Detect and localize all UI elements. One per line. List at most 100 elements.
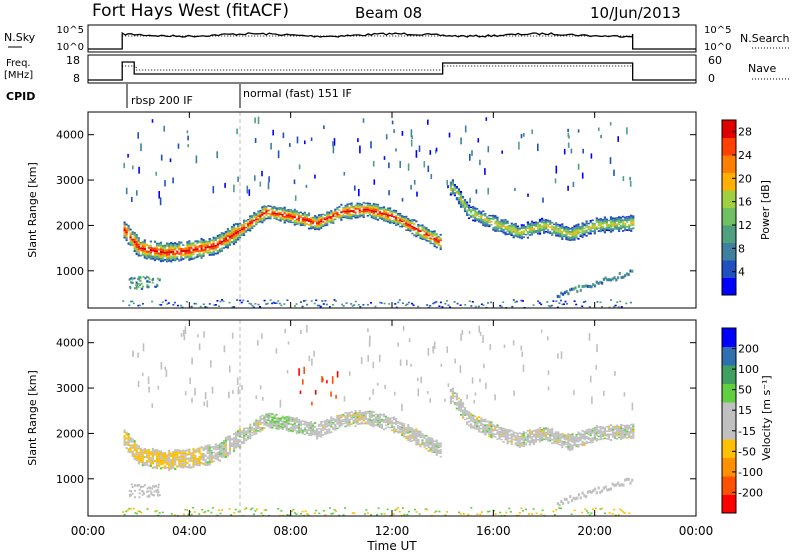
- echo-cell: [530, 436, 533, 438]
- echo-cell: [431, 232, 434, 234]
- echo-cell: [613, 217, 617, 219]
- echo-cell: [587, 225, 590, 228]
- near-range-cell: [374, 305, 377, 308]
- echo-cell: [273, 212, 276, 214]
- echo-cell: [437, 449, 440, 452]
- echo-cell: [532, 443, 536, 445]
- echo-cell: [632, 222, 635, 224]
- scatter-cell: [372, 389, 374, 395]
- echo-cell: [423, 442, 426, 444]
- echo-cell: [143, 239, 146, 242]
- echo-cell: [271, 206, 274, 208]
- scatter-cell: [567, 185, 569, 191]
- echo-cell: [480, 424, 483, 427]
- scatter-cell: [393, 129, 395, 134]
- echo-cell: [496, 426, 499, 428]
- echo-cell: [557, 431, 560, 433]
- echo-cell: [435, 448, 438, 451]
- echo-cell: [368, 423, 371, 426]
- colorbar-swatch: [722, 277, 736, 296]
- echo-cell: [289, 220, 292, 222]
- echo-cell: [506, 438, 509, 441]
- echo-cell: [413, 435, 416, 437]
- echo-cell: [218, 248, 221, 251]
- echo-cell: [348, 212, 351, 214]
- echo-cell: [423, 229, 426, 231]
- echo-cell: [362, 207, 365, 209]
- echo-cell: [480, 219, 483, 221]
- echo-cell: [624, 433, 627, 436]
- echo-cell: [224, 453, 227, 456]
- echo-cell: [305, 223, 309, 225]
- echo-cell: [210, 457, 213, 460]
- echo-cell: [135, 238, 138, 241]
- echo-cell: [358, 212, 361, 215]
- echo-cell: [291, 423, 294, 426]
- echo-cell: [230, 234, 234, 237]
- echo-cell: [510, 429, 513, 432]
- echo-cell: [218, 459, 221, 462]
- echo-cell: [232, 445, 236, 448]
- near-range-cell: [594, 507, 597, 510]
- near-range-cell: [167, 302, 170, 304]
- power-panel-background: [88, 112, 696, 308]
- echo-cell: [508, 226, 511, 229]
- near-range-cell: [411, 302, 413, 305]
- echo-cell: [478, 421, 481, 424]
- echo-cell: [553, 437, 556, 440]
- echo-cell: [206, 251, 209, 254]
- echo-cell: [500, 430, 503, 432]
- echo-cell: [362, 420, 365, 422]
- echo-cell: [579, 443, 582, 446]
- echo-cell: [332, 218, 335, 221]
- echo-cell: [364, 414, 367, 416]
- echo-cell: [603, 429, 606, 431]
- echo-cell: [285, 416, 288, 418]
- echo-cell: [575, 436, 578, 439]
- scatter-cell: [459, 365, 462, 374]
- echo-cell: [522, 441, 525, 444]
- scatter-cell: [138, 166, 140, 174]
- near-range-cell: [585, 510, 588, 512]
- echo-cell: [202, 455, 205, 457]
- echo-cell: [549, 430, 552, 433]
- echo-cell: [133, 453, 136, 456]
- scatter-cell: [321, 376, 323, 383]
- echo-cell: [330, 422, 333, 424]
- echo-cell: [466, 201, 469, 204]
- echo-cell: [543, 430, 546, 432]
- echo-cell: [307, 212, 311, 215]
- echo-cell: [427, 234, 430, 237]
- scatter-cell: [184, 326, 187, 335]
- echo-cell: [455, 187, 458, 190]
- echo-cell: [579, 231, 582, 233]
- echo-cell: [222, 234, 225, 237]
- echo-cell: [330, 219, 333, 221]
- echo-cell: [583, 434, 586, 437]
- echo-cell: [605, 222, 608, 225]
- echo-cell: [271, 413, 274, 415]
- echo-cell: [180, 248, 183, 251]
- echo-cell: [320, 421, 323, 423]
- echo-cell: [474, 216, 477, 219]
- echo-cell: [360, 205, 363, 207]
- echo-cell: [536, 434, 540, 437]
- echo-cell: [368, 420, 371, 423]
- echo-cell: [626, 221, 629, 223]
- echo-cell: [190, 452, 193, 455]
- scatter-cell: [261, 333, 263, 339]
- echo-cell: [220, 443, 223, 446]
- echo-cell: [368, 214, 371, 216]
- echo-cell: [575, 227, 578, 230]
- echo-cell: [164, 459, 167, 462]
- echo-cell: [366, 202, 369, 205]
- echo-cell: [506, 433, 509, 435]
- echo-cell: [251, 221, 254, 223]
- echo-cell: [429, 230, 432, 233]
- echo-cell: [622, 424, 625, 427]
- colorbar-tick-label: 28: [738, 126, 752, 139]
- echo-cell: [492, 424, 495, 426]
- echo-cell: [234, 433, 238, 436]
- echo-cell: [226, 246, 229, 249]
- scatter-cell: [354, 185, 356, 191]
